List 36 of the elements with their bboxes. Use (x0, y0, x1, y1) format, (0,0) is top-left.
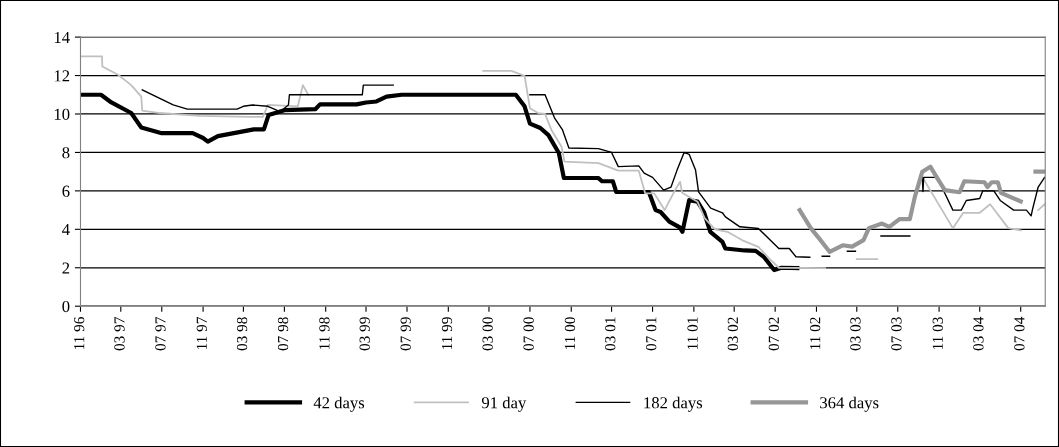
x-tick-label: 07 97 (155, 317, 166, 351)
x-tick-label: 07 00 (523, 317, 534, 351)
x-tick-label: 07 99 (400, 317, 411, 351)
x-tick-label: 07 01 (646, 317, 657, 351)
x-tick-label: 03 00 (482, 317, 493, 351)
x-tick-label: 11 98 (319, 317, 330, 350)
legend-label: 182 days (644, 396, 703, 412)
x-tick-label: 03 98 (236, 317, 248, 351)
x-tick-label: 07 04 (1014, 316, 1025, 351)
legend-label: 364 days (820, 396, 879, 412)
x-tick-label: 11 97 (196, 317, 207, 350)
x-tick-label: 11 96 (74, 317, 85, 350)
y-tick-label: 6 (62, 185, 70, 197)
y-tick-label: 8 (62, 147, 70, 159)
x-tick-label: 11 02 (809, 317, 821, 350)
x-tick-label: 03 01 (605, 317, 616, 351)
x-tick-label: 11 03 (932, 317, 943, 350)
x-tick-label: 11 00 (564, 317, 576, 350)
x-tick-label: 07 03 (891, 317, 902, 351)
x-tick-label: 03 04 (973, 316, 984, 351)
y-tick-label: 14 (54, 31, 70, 43)
y-tick-label: 2 (62, 262, 70, 274)
x-tick-label: 07 98 (277, 317, 289, 351)
x-tick-label: 03 97 (114, 317, 125, 351)
y-tick-label: 10 (54, 108, 70, 120)
legend-label: 91 day (481, 396, 527, 412)
x-tick-label: 11 99 (441, 317, 453, 350)
x-tick-label: 03 02 (727, 317, 738, 351)
legend-label: 42 days (313, 396, 365, 412)
y-tick-label: 0 (62, 300, 70, 313)
y-tick-label: 4 (62, 224, 70, 236)
y-tick-label: 12 (54, 70, 70, 82)
x-tick-label: 11 01 (687, 317, 698, 350)
x-tick-label: 07 02 (768, 317, 779, 351)
x-tick-label: 03 03 (850, 317, 861, 351)
x-tick-label: 03 99 (359, 317, 370, 351)
